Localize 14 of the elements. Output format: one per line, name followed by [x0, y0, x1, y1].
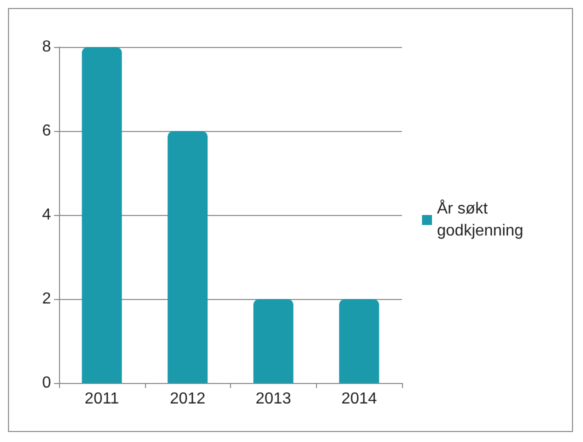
- y-tick-label: 4: [42, 206, 52, 224]
- bar: [168, 131, 208, 383]
- bar: [339, 299, 380, 383]
- x-tick-label: 2011: [84, 390, 120, 408]
- legend-label: År søkt godkjenning: [437, 200, 524, 240]
- x-tick-label: 2014: [341, 390, 378, 408]
- x-tick-label: 2013: [256, 390, 292, 408]
- y-tick-label: 6: [42, 122, 52, 140]
- y-tick-label: 8: [42, 38, 52, 56]
- bar: [82, 47, 122, 383]
- x-tick-label: 2012: [170, 390, 206, 408]
- y-tick-label: 2: [42, 290, 52, 308]
- y-tick-label: 0: [42, 374, 52, 392]
- bar: [253, 299, 294, 383]
